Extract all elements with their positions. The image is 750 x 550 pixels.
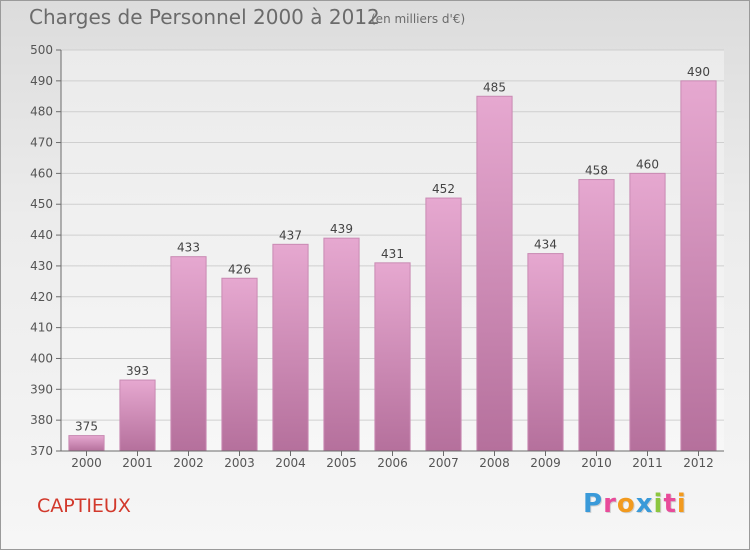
logo-letter: x <box>635 489 654 519</box>
bar-2008 <box>476 95 513 452</box>
y-tick-label-460: 460 <box>30 166 53 180</box>
x-tick-label-2006: 2006 <box>377 456 408 470</box>
y-tick-label-380: 380 <box>30 413 53 427</box>
bar-2005 <box>323 237 360 452</box>
logo-letter: i <box>653 489 664 519</box>
bar-2003 <box>221 277 258 452</box>
y-tick-label-470: 470 <box>30 136 53 150</box>
y-tick-label-410: 410 <box>30 321 53 335</box>
bar-2006 <box>374 262 411 452</box>
y-tick-label-370: 370 <box>30 444 53 458</box>
y-tick-label-480: 480 <box>30 105 53 119</box>
bar-2007 <box>425 197 462 452</box>
x-tick-label-2000: 2000 <box>71 456 102 470</box>
bar-2000 <box>68 435 105 452</box>
bar-2002 <box>170 256 207 452</box>
y-tick-label-450: 450 <box>30 197 53 211</box>
data-label-2000: 375 <box>75 420 98 434</box>
data-label-2012: 490 <box>687 65 710 79</box>
y-tick-label-440: 440 <box>30 228 53 242</box>
data-label-2011: 460 <box>636 157 659 171</box>
bar-2009 <box>527 253 564 452</box>
data-label-2002: 433 <box>177 241 200 255</box>
data-label-2004: 437 <box>279 228 302 242</box>
x-tick-label-2007: 2007 <box>428 456 459 470</box>
bar-2010 <box>578 179 615 452</box>
data-label-2001: 393 <box>126 364 149 378</box>
x-tick-label-2002: 2002 <box>173 456 204 470</box>
proxiti-logo: Proxiti <box>583 489 687 519</box>
x-tick-label-2001: 2001 <box>122 456 153 470</box>
x-tick-label-2012: 2012 <box>683 456 714 470</box>
y-tick-label-420: 420 <box>30 290 53 304</box>
bar-2011 <box>629 172 666 452</box>
data-label-2003: 426 <box>228 262 251 276</box>
chart-subtitle: (en milliers d'€) <box>371 12 466 26</box>
data-label-2010: 458 <box>585 164 608 178</box>
y-tick-label-430: 430 <box>30 259 53 273</box>
logo-letter: r <box>603 489 617 519</box>
data-label-2007: 452 <box>432 182 455 196</box>
x-tick-label-2009: 2009 <box>530 456 561 470</box>
data-label-2005: 439 <box>330 222 353 236</box>
x-tick-label-2010: 2010 <box>581 456 612 470</box>
town-name: CAPTIEUX <box>37 495 131 517</box>
chart-title: Charges de Personnel 2000 à 2012 <box>29 5 380 29</box>
bar-2004 <box>272 243 309 452</box>
data-label-2006: 431 <box>381 247 404 261</box>
y-tick-label-490: 490 <box>30 74 53 88</box>
logo-letter: o <box>616 489 636 519</box>
logo-letter: i <box>676 489 687 519</box>
x-tick-label-2003: 2003 <box>224 456 255 470</box>
bar-2012 <box>680 80 717 452</box>
logo-letter: P <box>583 489 604 519</box>
x-tick-label-2005: 2005 <box>326 456 357 470</box>
y-tick-label-400: 400 <box>30 351 53 365</box>
x-tick-label-2004: 2004 <box>275 456 306 470</box>
logo-letter: t <box>663 489 677 519</box>
data-label-2008: 485 <box>483 80 506 94</box>
y-tick-label-500: 500 <box>30 43 53 57</box>
x-tick-label-2008: 2008 <box>479 456 510 470</box>
bar-2001 <box>119 379 156 452</box>
y-tick-label-390: 390 <box>30 382 53 396</box>
x-tick-label-2011: 2011 <box>632 456 663 470</box>
data-label-2009: 434 <box>534 238 557 252</box>
